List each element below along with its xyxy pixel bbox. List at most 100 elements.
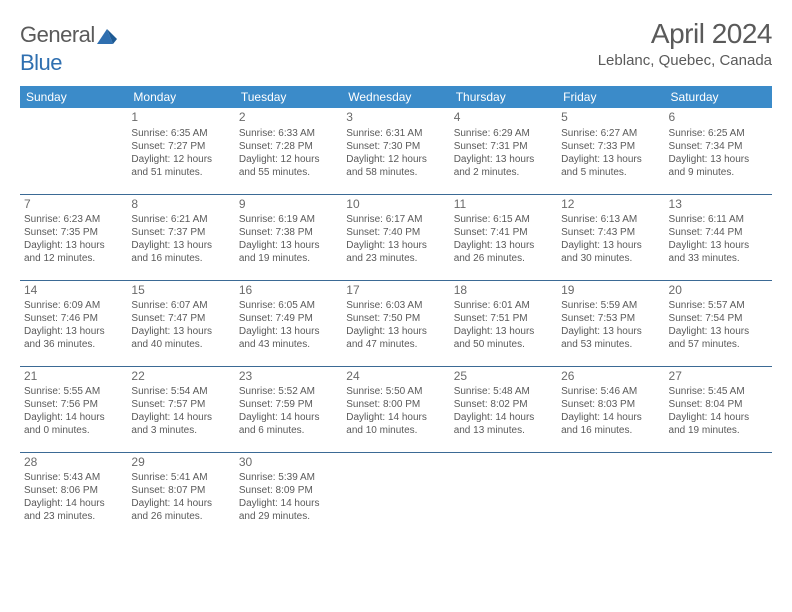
daylight-line: Daylight: 14 hours <box>454 411 553 424</box>
daylight-line: Daylight: 13 hours <box>131 325 230 338</box>
sunrise-line: Sunrise: 5:39 AM <box>239 471 338 484</box>
daylight-line: Daylight: 13 hours <box>669 325 768 338</box>
daylight-line: Daylight: 14 hours <box>24 411 123 424</box>
daylight-line: Daylight: 12 hours <box>131 153 230 166</box>
day-number: 9 <box>239 197 338 213</box>
sunset-line: Sunset: 7:40 PM <box>346 226 445 239</box>
daylight-line: and 0 minutes. <box>24 424 123 437</box>
calendar-day-cell: 23Sunrise: 5:52 AMSunset: 7:59 PMDayligh… <box>235 366 342 452</box>
sunrise-line: Sunrise: 6:07 AM <box>131 299 230 312</box>
daylight-line: and 5 minutes. <box>561 166 660 179</box>
calendar-week-row: 21Sunrise: 5:55 AMSunset: 7:56 PMDayligh… <box>20 366 772 452</box>
day-number: 6 <box>669 110 768 126</box>
calendar-day-cell: 21Sunrise: 5:55 AMSunset: 7:56 PMDayligh… <box>20 366 127 452</box>
daylight-line: Daylight: 13 hours <box>561 153 660 166</box>
daylight-line: and 2 minutes. <box>454 166 553 179</box>
daylight-line: and 10 minutes. <box>346 424 445 437</box>
sunset-line: Sunset: 7:56 PM <box>24 398 123 411</box>
daylight-line: Daylight: 13 hours <box>561 325 660 338</box>
sunrise-line: Sunrise: 6:25 AM <box>669 127 768 140</box>
weekday-header: Sunday <box>20 86 127 108</box>
calendar-day-cell: 6Sunrise: 6:25 AMSunset: 7:34 PMDaylight… <box>665 108 772 194</box>
location-subtitle: Leblanc, Quebec, Canada <box>598 52 772 69</box>
daylight-line: Daylight: 13 hours <box>669 239 768 252</box>
daylight-line: and 30 minutes. <box>561 252 660 265</box>
sunset-line: Sunset: 7:44 PM <box>669 226 768 239</box>
calendar-day-cell <box>20 108 127 194</box>
daylight-line: Daylight: 13 hours <box>239 325 338 338</box>
daylight-line: and 40 minutes. <box>131 338 230 351</box>
sunset-line: Sunset: 8:04 PM <box>669 398 768 411</box>
daylight-line: Daylight: 14 hours <box>561 411 660 424</box>
daylight-line: and 26 minutes. <box>454 252 553 265</box>
calendar-day-cell: 29Sunrise: 5:41 AMSunset: 8:07 PMDayligh… <box>127 452 234 538</box>
calendar-table: SundayMondayTuesdayWednesdayThursdayFrid… <box>20 86 772 538</box>
daylight-line: and 19 minutes. <box>669 424 768 437</box>
calendar-day-cell: 4Sunrise: 6:29 AMSunset: 7:31 PMDaylight… <box>450 108 557 194</box>
title-block: April 2024 Leblanc, Quebec, Canada <box>598 18 772 69</box>
calendar-day-cell <box>665 452 772 538</box>
daylight-line: Daylight: 14 hours <box>24 497 123 510</box>
sunrise-line: Sunrise: 5:43 AM <box>24 471 123 484</box>
sunset-line: Sunset: 7:46 PM <box>24 312 123 325</box>
calendar-day-cell: 5Sunrise: 6:27 AMSunset: 7:33 PMDaylight… <box>557 108 664 194</box>
calendar-body: 1Sunrise: 6:35 AMSunset: 7:27 PMDaylight… <box>20 108 772 538</box>
daylight-line: and 9 minutes. <box>669 166 768 179</box>
daylight-line: Daylight: 14 hours <box>239 497 338 510</box>
sunrise-line: Sunrise: 6:19 AM <box>239 213 338 226</box>
calendar-day-cell: 2Sunrise: 6:33 AMSunset: 7:28 PMDaylight… <box>235 108 342 194</box>
calendar-day-cell: 22Sunrise: 5:54 AMSunset: 7:57 PMDayligh… <box>127 366 234 452</box>
daylight-line: and 16 minutes. <box>561 424 660 437</box>
daylight-line: Daylight: 13 hours <box>454 239 553 252</box>
daylight-line: Daylight: 12 hours <box>239 153 338 166</box>
sunrise-line: Sunrise: 6:17 AM <box>346 213 445 226</box>
daylight-line: and 23 minutes. <box>346 252 445 265</box>
daylight-line: Daylight: 12 hours <box>346 153 445 166</box>
day-number: 18 <box>454 283 553 299</box>
calendar-week-row: 7Sunrise: 6:23 AMSunset: 7:35 PMDaylight… <box>20 194 772 280</box>
sunset-line: Sunset: 7:28 PM <box>239 140 338 153</box>
daylight-line: and 33 minutes. <box>669 252 768 265</box>
daylight-line: and 26 minutes. <box>131 510 230 523</box>
daylight-line: Daylight: 13 hours <box>24 325 123 338</box>
sunset-line: Sunset: 7:38 PM <box>239 226 338 239</box>
calendar-day-cell: 10Sunrise: 6:17 AMSunset: 7:40 PMDayligh… <box>342 194 449 280</box>
calendar-day-cell: 19Sunrise: 5:59 AMSunset: 7:53 PMDayligh… <box>557 280 664 366</box>
sunset-line: Sunset: 7:59 PM <box>239 398 338 411</box>
daylight-line: and 19 minutes. <box>239 252 338 265</box>
calendar-day-cell: 26Sunrise: 5:46 AMSunset: 8:03 PMDayligh… <box>557 366 664 452</box>
calendar-week-row: 28Sunrise: 5:43 AMSunset: 8:06 PMDayligh… <box>20 452 772 538</box>
logo-text: GeneralBlue <box>20 22 117 76</box>
daylight-line: Daylight: 13 hours <box>454 153 553 166</box>
sunrise-line: Sunrise: 6:21 AM <box>131 213 230 226</box>
sunset-line: Sunset: 7:27 PM <box>131 140 230 153</box>
calendar-day-cell: 25Sunrise: 5:48 AMSunset: 8:02 PMDayligh… <box>450 366 557 452</box>
calendar-page: GeneralBlue April 2024 Leblanc, Quebec, … <box>0 0 792 548</box>
daylight-line: and 13 minutes. <box>454 424 553 437</box>
daylight-line: Daylight: 13 hours <box>346 239 445 252</box>
sunrise-line: Sunrise: 5:54 AM <box>131 385 230 398</box>
daylight-line: and 51 minutes. <box>131 166 230 179</box>
daylight-line: and 12 minutes. <box>24 252 123 265</box>
day-number: 11 <box>454 197 553 213</box>
calendar-day-cell: 20Sunrise: 5:57 AMSunset: 7:54 PMDayligh… <box>665 280 772 366</box>
day-number: 15 <box>131 283 230 299</box>
sunrise-line: Sunrise: 6:01 AM <box>454 299 553 312</box>
daylight-line: Daylight: 13 hours <box>131 239 230 252</box>
calendar-day-cell: 12Sunrise: 6:13 AMSunset: 7:43 PMDayligh… <box>557 194 664 280</box>
sunset-line: Sunset: 7:51 PM <box>454 312 553 325</box>
day-number: 29 <box>131 455 230 471</box>
logo-word-1: General <box>20 22 95 47</box>
sunset-line: Sunset: 7:54 PM <box>669 312 768 325</box>
day-number: 13 <box>669 197 768 213</box>
weekday-header: Monday <box>127 86 234 108</box>
day-number: 30 <box>239 455 338 471</box>
sunrise-line: Sunrise: 5:45 AM <box>669 385 768 398</box>
sunrise-line: Sunrise: 5:55 AM <box>24 385 123 398</box>
calendar-day-cell <box>342 452 449 538</box>
sunrise-line: Sunrise: 6:11 AM <box>669 213 768 226</box>
weekday-header: Tuesday <box>235 86 342 108</box>
daylight-line: and 16 minutes. <box>131 252 230 265</box>
day-number: 20 <box>669 283 768 299</box>
sunrise-line: Sunrise: 6:03 AM <box>346 299 445 312</box>
